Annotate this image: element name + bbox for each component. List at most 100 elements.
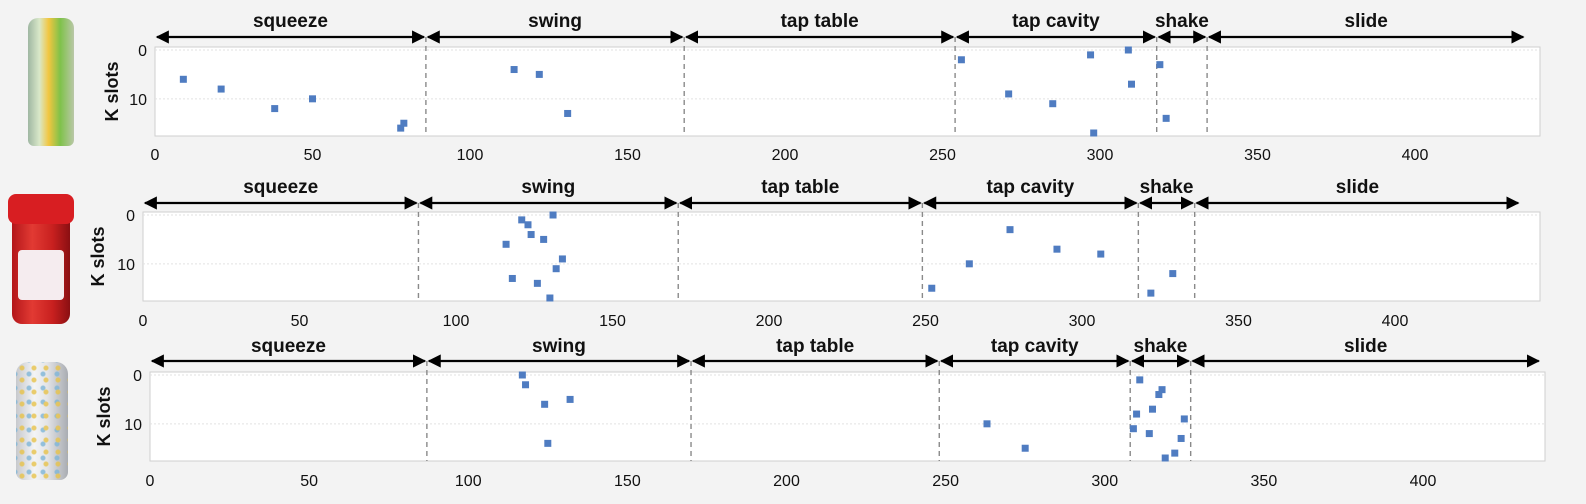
data-point (1169, 270, 1177, 278)
data-point (564, 109, 572, 117)
data-point (1129, 425, 1137, 433)
data-point (566, 395, 574, 403)
data-point (1128, 80, 1135, 88)
x-tick-label: 0 (139, 313, 148, 330)
x-tick-label: 50 (291, 313, 309, 330)
data-point (309, 95, 316, 103)
vinegar-bottle-icon (8, 194, 74, 324)
phase-label: squeeze (251, 336, 326, 357)
data-point (524, 221, 532, 229)
x-tick-label: 0 (146, 473, 155, 490)
x-tick-label: 300 (1087, 147, 1114, 164)
data-point (1124, 46, 1132, 54)
phase-label: tap table (776, 336, 854, 357)
data-point (1155, 391, 1163, 399)
data-point (271, 105, 279, 113)
data-point (1177, 434, 1185, 442)
x-tick-label: 100 (443, 313, 470, 330)
x-tick-label: 400 (1402, 147, 1429, 164)
phase-label: slide (1344, 336, 1387, 357)
x-tick-label: 50 (300, 473, 318, 490)
data-point (518, 371, 526, 379)
data-point (541, 400, 549, 408)
phase-label: slide (1336, 177, 1379, 198)
y-tick-label: 0 (133, 368, 142, 385)
data-point (558, 255, 566, 263)
phase-label: tap cavity (987, 177, 1075, 198)
x-tick-label: 300 (1091, 473, 1118, 490)
phase-label: swing (528, 11, 582, 32)
data-point (1158, 386, 1166, 394)
data-point (179, 75, 187, 83)
data-point (1180, 415, 1188, 423)
x-tick-label: 250 (929, 147, 956, 164)
data-point (1090, 129, 1098, 137)
data-point (522, 381, 530, 389)
phase-label: tap cavity (991, 336, 1079, 357)
x-tick-label: 250 (912, 313, 939, 330)
x-tick-label: 150 (614, 473, 641, 490)
phase-label: swing (521, 177, 575, 198)
y-tick-label: 10 (124, 417, 142, 434)
data-point (1097, 250, 1105, 258)
data-point (1156, 61, 1164, 69)
y-tick-label: 0 (138, 43, 147, 60)
data-point (1147, 289, 1155, 297)
soda-can-icon (28, 18, 74, 146)
x-tick-label: 350 (1251, 473, 1278, 490)
seltzer-can-icon (16, 362, 68, 480)
x-tick-label: 400 (1382, 313, 1409, 330)
y-axis-label: K slots (88, 226, 108, 286)
data-point (397, 124, 405, 132)
data-point (502, 240, 510, 248)
data-point (518, 216, 526, 224)
x-tick-label: 350 (1244, 147, 1271, 164)
data-point (1162, 114, 1170, 122)
data-point (544, 439, 552, 447)
phase-label: slide (1345, 11, 1388, 32)
x-tick-label: 300 (1069, 313, 1096, 330)
x-tick-label: 250 (932, 473, 959, 490)
data-point (217, 85, 225, 93)
data-point (1148, 405, 1156, 413)
data-point (1161, 454, 1169, 462)
data-point (1171, 449, 1179, 457)
data-point (535, 70, 543, 78)
phase-label: tap cavity (1012, 11, 1100, 32)
x-tick-label: 100 (455, 473, 482, 490)
phase-label: shake (1155, 11, 1209, 32)
data-point (1133, 410, 1141, 418)
y-tick-label: 10 (129, 92, 147, 109)
x-tick-label: 100 (457, 147, 484, 164)
data-point (1145, 430, 1153, 438)
x-tick-label: 50 (304, 147, 322, 164)
data-point (527, 231, 535, 239)
data-point (1021, 444, 1029, 452)
x-tick-label: 350 (1225, 313, 1252, 330)
phase-label: swing (532, 336, 586, 357)
phase-label: shake (1140, 177, 1194, 198)
plot-area (149, 371, 1546, 462)
data-point (1005, 90, 1013, 98)
x-tick-label: 150 (599, 313, 626, 330)
data-point (510, 66, 518, 74)
y-axis-label: K slots (102, 61, 122, 121)
x-tick-label: 400 (1410, 473, 1437, 490)
x-tick-label: 150 (614, 147, 641, 164)
x-tick-label: 0 (151, 147, 160, 164)
plot-area (142, 211, 1541, 302)
x-tick-label: 200 (772, 147, 799, 164)
data-point (549, 211, 557, 219)
data-point (400, 119, 408, 127)
data-point (546, 294, 554, 302)
y-tick-label: 10 (117, 257, 135, 274)
phase-label: squeeze (243, 177, 318, 198)
data-point (965, 260, 973, 268)
data-point (1136, 376, 1144, 384)
data-point (552, 265, 560, 273)
y-tick-label: 0 (126, 208, 135, 225)
plot-area (154, 46, 1541, 137)
data-point (1049, 100, 1057, 108)
